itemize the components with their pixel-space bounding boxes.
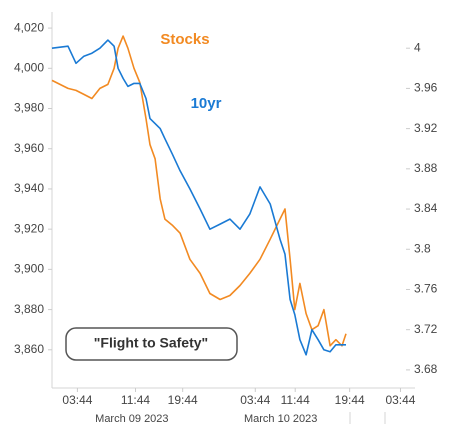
y-tick-label: 3,900 bbox=[14, 262, 44, 276]
y2-tick-label: 3.76 bbox=[414, 282, 438, 296]
x-tick-label: 03:44 bbox=[385, 393, 415, 407]
series-line bbox=[51, 35, 347, 347]
y-tick-label: 3,960 bbox=[14, 141, 44, 155]
series-line bbox=[51, 39, 346, 356]
y2-tick-label: 3.68 bbox=[414, 362, 438, 376]
date-label: March 09 2023 bbox=[95, 413, 168, 425]
y2-tick-label: 3.84 bbox=[414, 201, 438, 215]
y-tick-label: 3,920 bbox=[14, 221, 44, 235]
legend-entry: Stocks bbox=[160, 31, 209, 48]
x-tick-label: 19:44 bbox=[168, 393, 198, 407]
y-tick-label: 3,860 bbox=[14, 342, 44, 356]
x-tick-label: 03:44 bbox=[240, 393, 270, 407]
y-tick-label: 3,880 bbox=[14, 302, 44, 316]
callout-text: "Flight to Safety" bbox=[94, 335, 208, 351]
y-tick-label: 4,000 bbox=[14, 60, 44, 74]
legend-entry: 10yr bbox=[191, 95, 222, 112]
y-tick-label: 3,980 bbox=[14, 101, 44, 115]
x-tick-label: 11:44 bbox=[281, 393, 310, 407]
callout-box bbox=[65, 327, 238, 361]
date-label: March 10 2023 bbox=[244, 413, 317, 425]
y-tick-label: 3,940 bbox=[14, 181, 44, 195]
y2-tick-label: 3.92 bbox=[414, 121, 438, 135]
y2-tick-label: 3.96 bbox=[414, 81, 438, 95]
y2-tick-label: 3.8 bbox=[414, 241, 431, 255]
y2-tick-label: 3.72 bbox=[414, 322, 438, 336]
x-tick-label: 11:44 bbox=[121, 393, 150, 407]
y2-tick-label: 4 bbox=[414, 40, 421, 54]
x-tick-label: 19:44 bbox=[335, 393, 365, 407]
y2-tick-label: 3.88 bbox=[414, 161, 438, 175]
y-tick-label: 4,020 bbox=[14, 20, 44, 34]
x-tick-label: 03:44 bbox=[62, 393, 92, 407]
